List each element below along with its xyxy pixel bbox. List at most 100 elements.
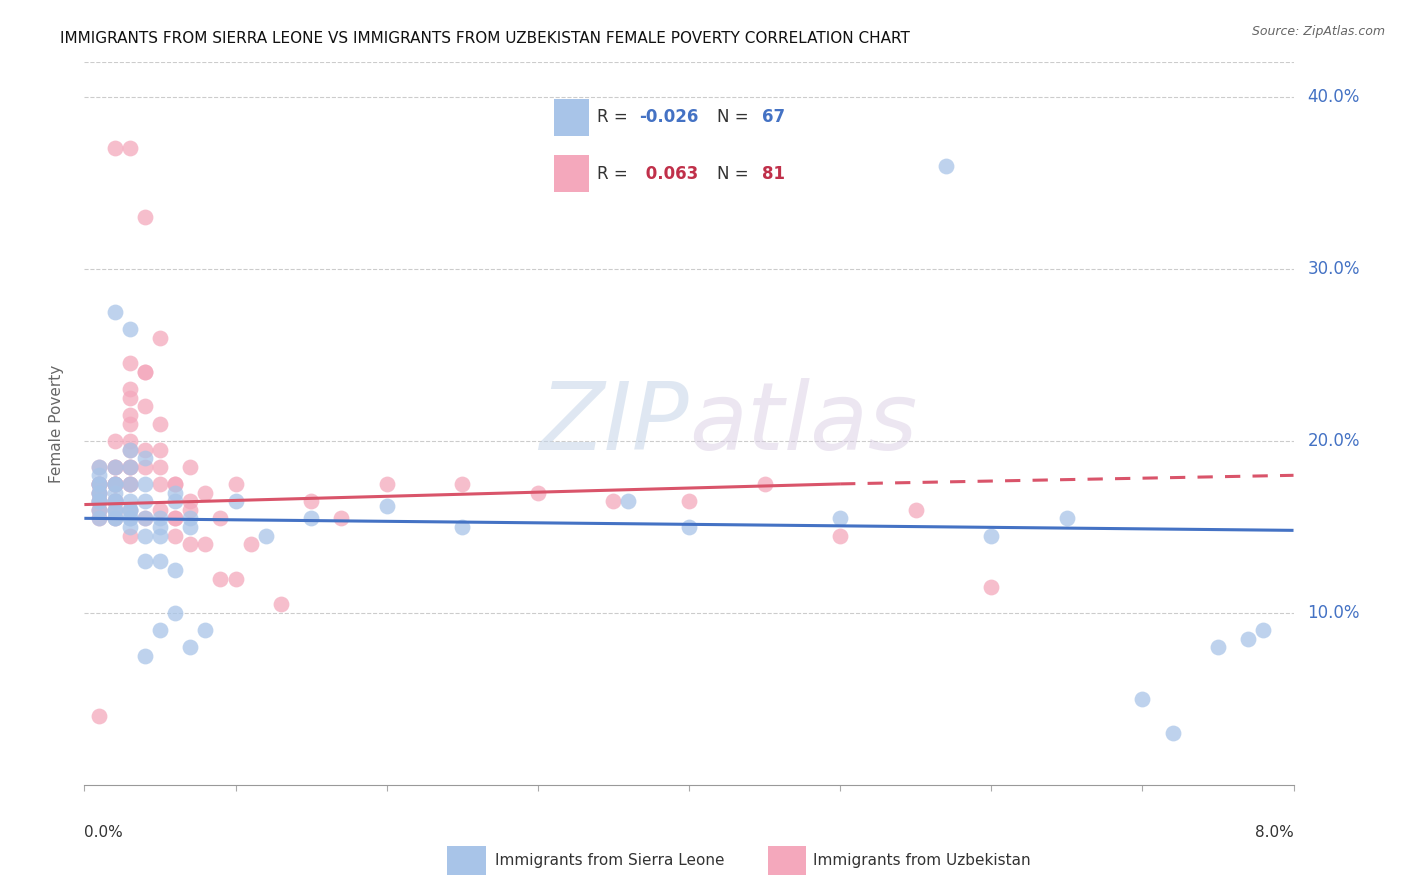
Point: [104, 494, 127, 508]
Point: [89, 476, 111, 491]
Point: [149, 502, 172, 516]
Point: [89, 709, 111, 723]
Point: [1253, 623, 1275, 637]
Point: [89, 485, 111, 500]
Point: [118, 502, 141, 516]
Point: [149, 511, 172, 525]
Point: [754, 476, 776, 491]
Point: [149, 442, 172, 457]
Point: [980, 528, 1002, 542]
Point: [149, 623, 172, 637]
Point: [134, 211, 156, 225]
Text: ZIP: ZIP: [540, 378, 689, 469]
Point: [118, 502, 141, 516]
Point: [225, 494, 247, 508]
Point: [89, 468, 111, 483]
Point: [134, 365, 156, 379]
Point: [165, 511, 187, 525]
Point: [165, 476, 187, 491]
Point: [1237, 632, 1260, 646]
Point: [89, 511, 111, 525]
Point: [617, 494, 640, 508]
Point: [149, 417, 172, 431]
Point: [104, 459, 127, 474]
Point: [89, 476, 111, 491]
Point: [89, 502, 111, 516]
Point: [104, 459, 127, 474]
Point: [165, 494, 187, 508]
Point: [118, 382, 141, 396]
Point: [118, 511, 141, 525]
Point: [179, 459, 201, 474]
Point: [118, 476, 141, 491]
Point: [935, 159, 957, 173]
Point: [118, 141, 141, 155]
Point: [104, 511, 127, 525]
Point: [118, 502, 141, 516]
Text: Source: ZipAtlas.com: Source: ZipAtlas.com: [1251, 25, 1385, 38]
Point: [1132, 692, 1154, 706]
Point: [1056, 511, 1078, 525]
Point: [104, 502, 127, 516]
Point: [375, 476, 398, 491]
Point: [118, 476, 141, 491]
Point: [134, 554, 156, 568]
Point: [104, 494, 127, 508]
Point: [149, 459, 172, 474]
Point: [118, 442, 141, 457]
Point: [118, 356, 141, 371]
Point: [254, 528, 277, 542]
Text: Immigrants from Uzbekistan: Immigrants from Uzbekistan: [814, 854, 1031, 868]
Point: [149, 554, 172, 568]
Point: [1161, 726, 1184, 740]
Point: [194, 623, 217, 637]
Point: [104, 434, 127, 448]
Point: [375, 500, 398, 514]
Point: [104, 476, 127, 491]
Point: [165, 563, 187, 577]
Point: [89, 494, 111, 508]
Point: [299, 494, 322, 508]
Point: [149, 331, 172, 345]
Point: [89, 476, 111, 491]
Point: [330, 511, 353, 525]
Text: IMMIGRANTS FROM SIERRA LEONE VS IMMIGRANTS FROM UZBEKISTAN FEMALE POVERTY CORREL: IMMIGRANTS FROM SIERRA LEONE VS IMMIGRAN…: [60, 31, 910, 46]
Point: [225, 476, 247, 491]
Point: [134, 494, 156, 508]
Point: [104, 494, 127, 508]
Point: [104, 502, 127, 516]
Point: [104, 305, 127, 319]
Point: [118, 391, 141, 405]
Point: [239, 537, 262, 551]
Point: [165, 485, 187, 500]
Point: [89, 494, 111, 508]
Point: [209, 511, 232, 525]
Point: [830, 511, 852, 525]
Point: [165, 511, 187, 525]
Text: 40.0%: 40.0%: [1308, 87, 1360, 106]
Point: [134, 459, 156, 474]
Point: [179, 537, 201, 551]
Point: [118, 459, 141, 474]
Point: [89, 511, 111, 525]
Point: [89, 494, 111, 508]
Point: [118, 494, 141, 508]
Y-axis label: Female Poverty: Female Poverty: [49, 365, 63, 483]
Point: [165, 606, 187, 620]
Point: [104, 476, 127, 491]
Point: [118, 528, 141, 542]
Point: [1206, 640, 1229, 655]
Point: [225, 572, 247, 586]
Point: [165, 476, 187, 491]
Text: 10.0%: 10.0%: [1308, 604, 1360, 622]
Point: [270, 598, 292, 612]
Point: [104, 476, 127, 491]
Point: [179, 494, 201, 508]
Point: [451, 520, 474, 534]
Point: [89, 21, 111, 35]
Text: 20.0%: 20.0%: [1308, 432, 1360, 450]
Point: [134, 442, 156, 457]
Point: [104, 476, 127, 491]
Point: [89, 485, 111, 500]
Point: [451, 476, 474, 491]
